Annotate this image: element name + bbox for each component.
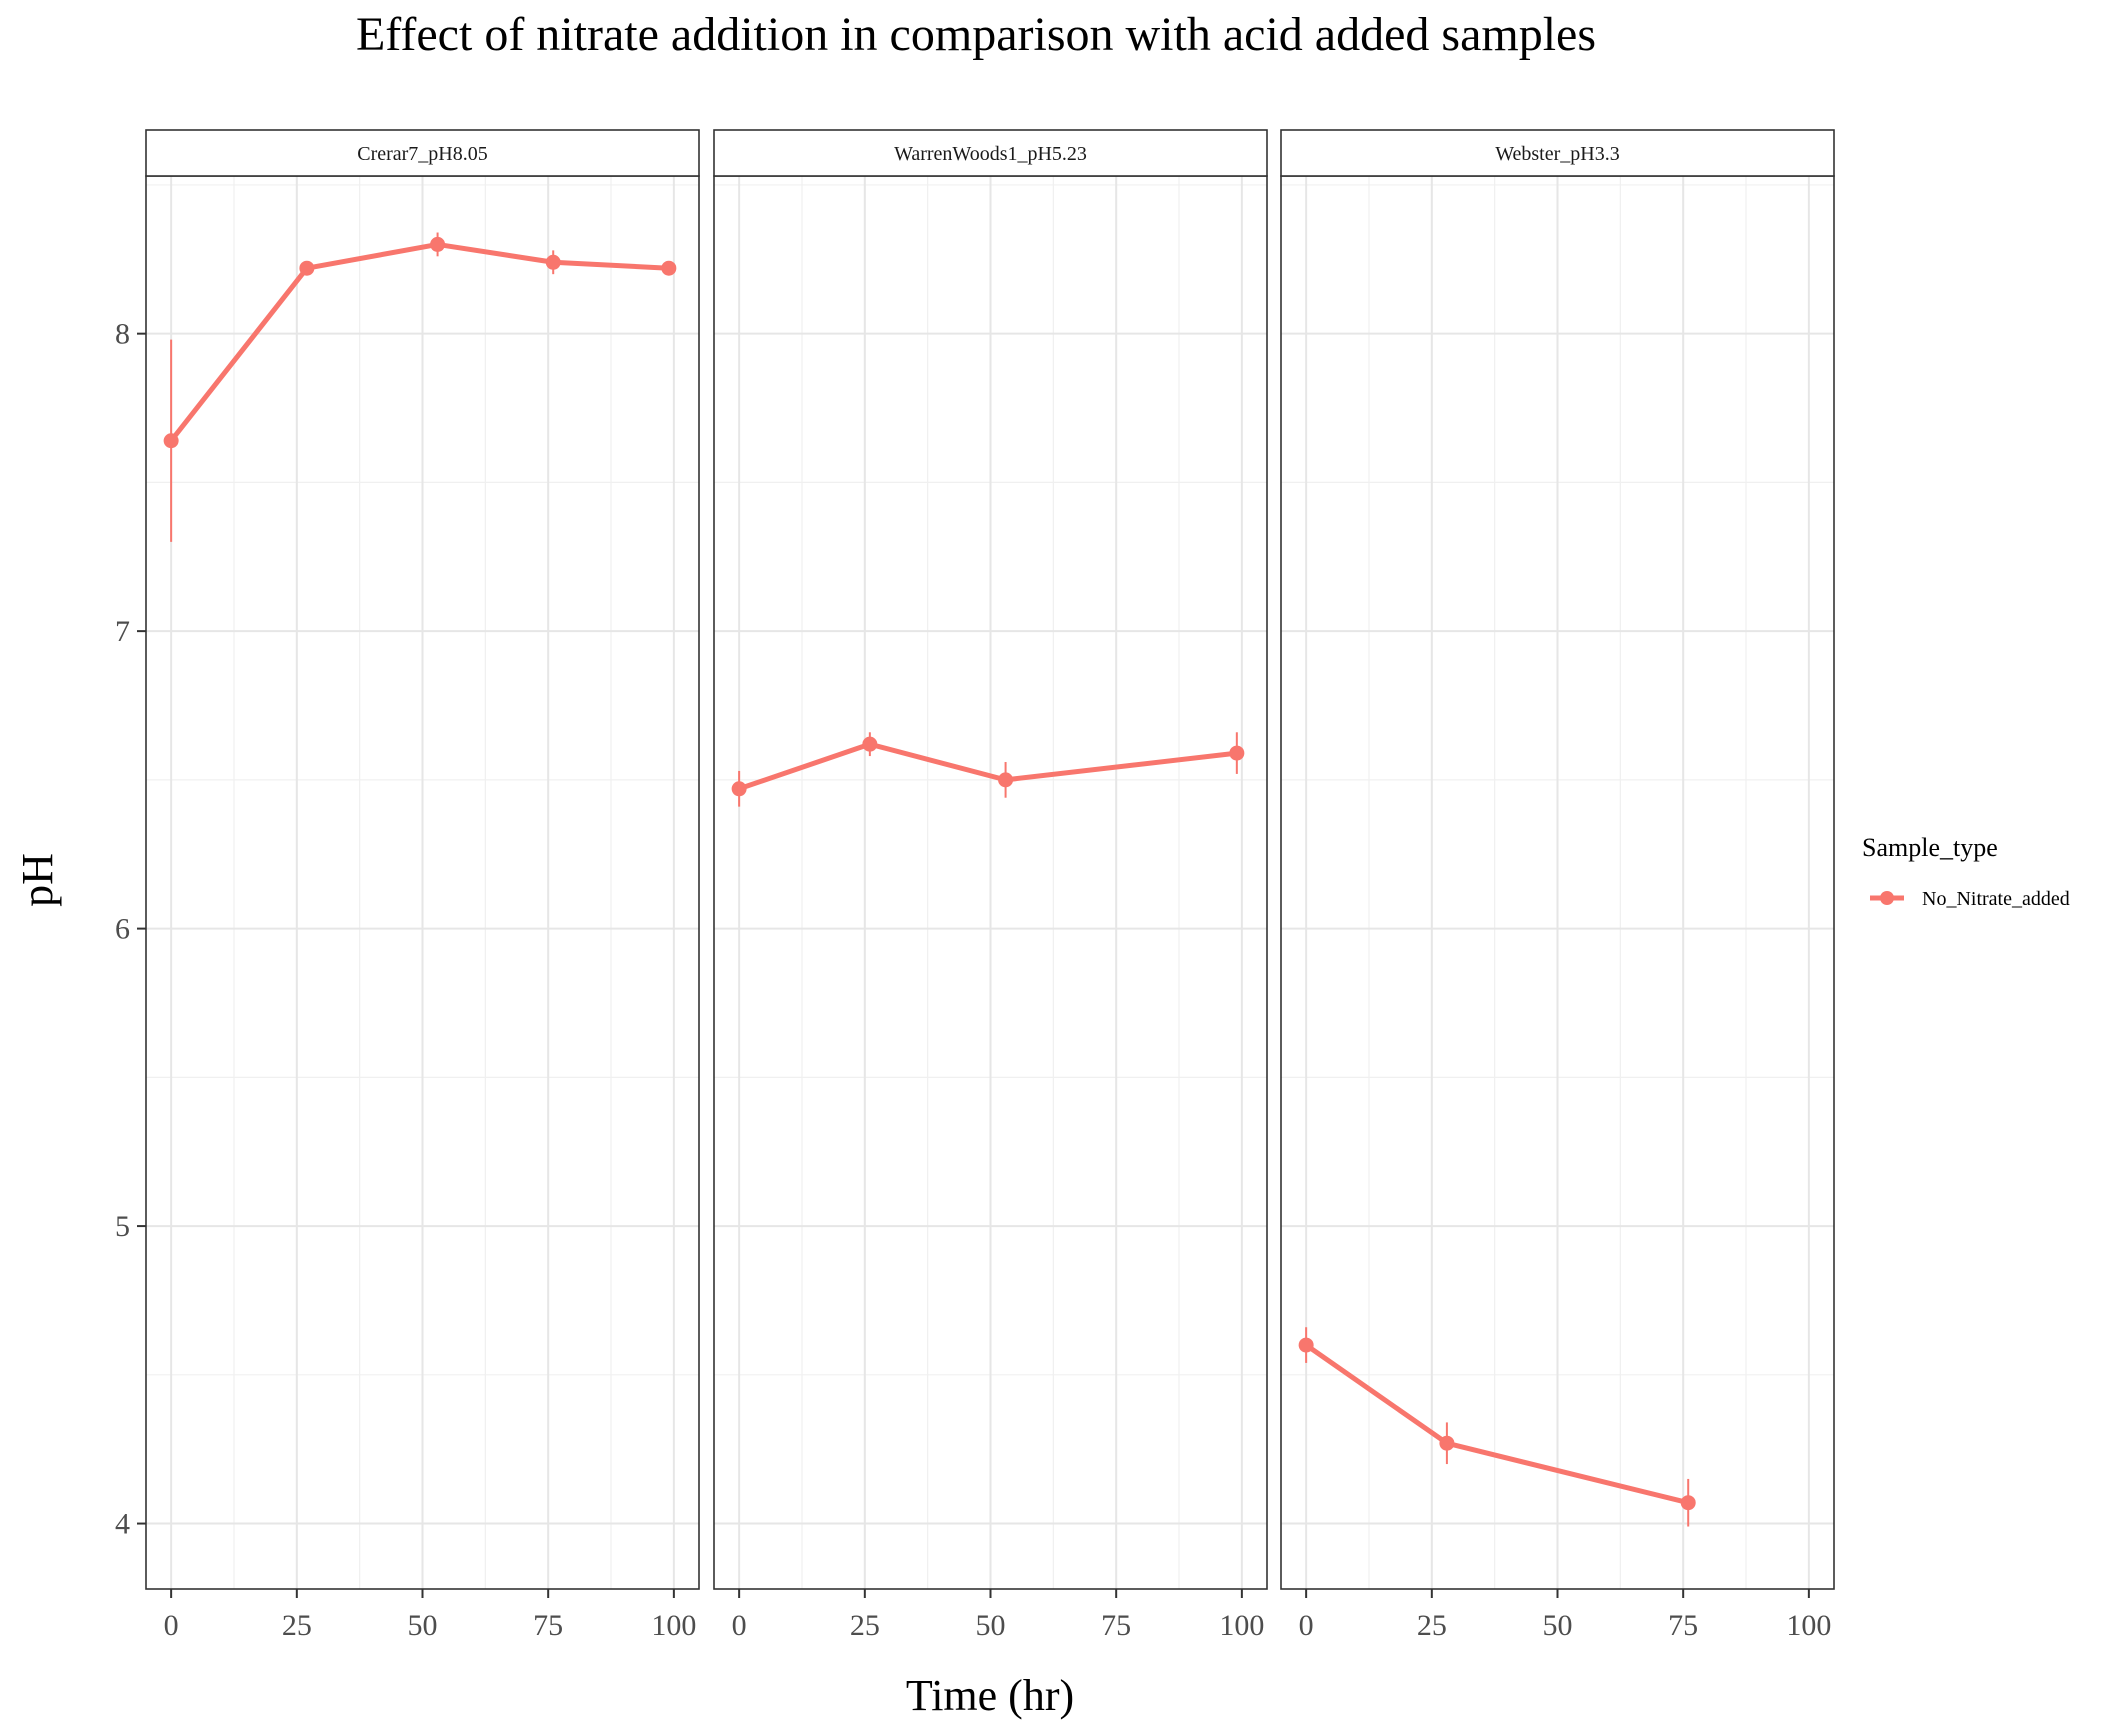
data-point [299,260,315,276]
x-tick-label: 25 [1417,1609,1447,1642]
data-point [1229,745,1245,761]
facet-panel-1: Crerar7_pH8.05 0 25 50 75 100 4 5 6 7 8 [115,129,700,1642]
y-axis-title: pH [13,853,62,907]
facet-strip-label: WarrenWoods1_pH5.23 [894,143,1087,165]
legend-title: Sample_type [1862,833,1998,862]
series-line [169,241,669,443]
data-point [545,254,561,270]
facet-strip-label: Crerar7_pH8.05 [357,143,488,165]
x-tick-label: 50 [408,1609,438,1642]
series-line [738,741,1238,792]
data-point [731,781,747,797]
facet-strip-label: Webster_pH3.3 [1495,143,1619,165]
chart-title: Effect of nitrate addition in comparison… [356,8,1596,61]
x-tick-label: 0 [1299,1609,1314,1642]
data-point [998,772,1014,788]
data-point [862,736,878,752]
x-tick-label: 100 [1786,1609,1831,1642]
x-tick-label: 75 [1668,1609,1698,1642]
y-tick-label: 4 [115,1508,130,1541]
y-tick-label: 6 [115,913,130,946]
strip-background [1280,129,1835,177]
data-point [1680,1495,1696,1511]
legend-key-point [1880,891,1894,905]
data-point [163,433,179,449]
x-tick-label: 25 [850,1609,880,1642]
x-tick-label: 75 [1101,1609,1131,1642]
data-point [1439,1435,1455,1451]
x-tick-label: 0 [164,1609,179,1642]
x-tick-label: 25 [282,1609,312,1642]
facet-panel-2: WarrenWoods1_pH5.23 0 25 50 75 100 [713,129,1268,1642]
y-tick-label: 7 [115,615,130,648]
x-tick-label: 0 [732,1609,747,1642]
y-tick-label: 5 [115,1210,130,1243]
strip-background [145,129,700,177]
legend: Sample_type No_Nitrate_added [1862,833,2070,910]
strip-background [713,129,1268,177]
y-tick-label: 8 [115,318,130,351]
panels-layer: Crerar7_pH8.05 0 25 50 75 100 4 5 6 7 8 WarrenWoods… [115,129,1835,1642]
legend-entry-label: No_Nitrate_added [1922,888,2070,910]
x-tick-label: 100 [1219,1609,1264,1642]
data-point [430,236,446,252]
facet-panel-3: Webster_pH3.3 0 25 50 75 100 [1280,129,1835,1642]
series-line [1304,1343,1689,1506]
data-point [661,260,677,276]
x-tick-label: 75 [533,1609,563,1642]
x-tick-label: 50 [976,1609,1006,1642]
x-tick-label: 100 [651,1609,696,1642]
data-point [1298,1337,1314,1353]
x-tick-label: 50 [1543,1609,1573,1642]
x-axis-title: Time (hr) [906,1671,1074,1720]
